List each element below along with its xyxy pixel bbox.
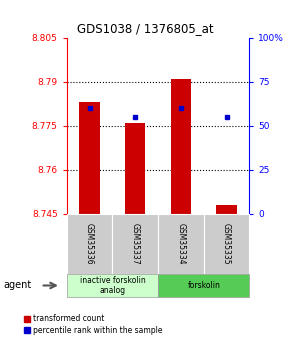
- Bar: [125, 123, 146, 214]
- Text: GDS1038 / 1376805_at: GDS1038 / 1376805_at: [77, 22, 213, 36]
- Text: GSM35336: GSM35336: [85, 223, 94, 265]
- Text: GSM35334: GSM35334: [176, 223, 185, 265]
- Bar: [216, 205, 237, 214]
- Legend: transformed count, percentile rank within the sample: transformed count, percentile rank withi…: [21, 311, 166, 338]
- Text: inactive forskolin
analog: inactive forskolin analog: [79, 276, 145, 295]
- Text: GSM35335: GSM35335: [222, 223, 231, 265]
- Text: forskolin: forskolin: [187, 281, 220, 290]
- Text: GSM35337: GSM35337: [131, 223, 140, 265]
- Bar: [79, 102, 100, 214]
- Bar: [171, 79, 191, 214]
- Text: agent: agent: [3, 280, 31, 290]
